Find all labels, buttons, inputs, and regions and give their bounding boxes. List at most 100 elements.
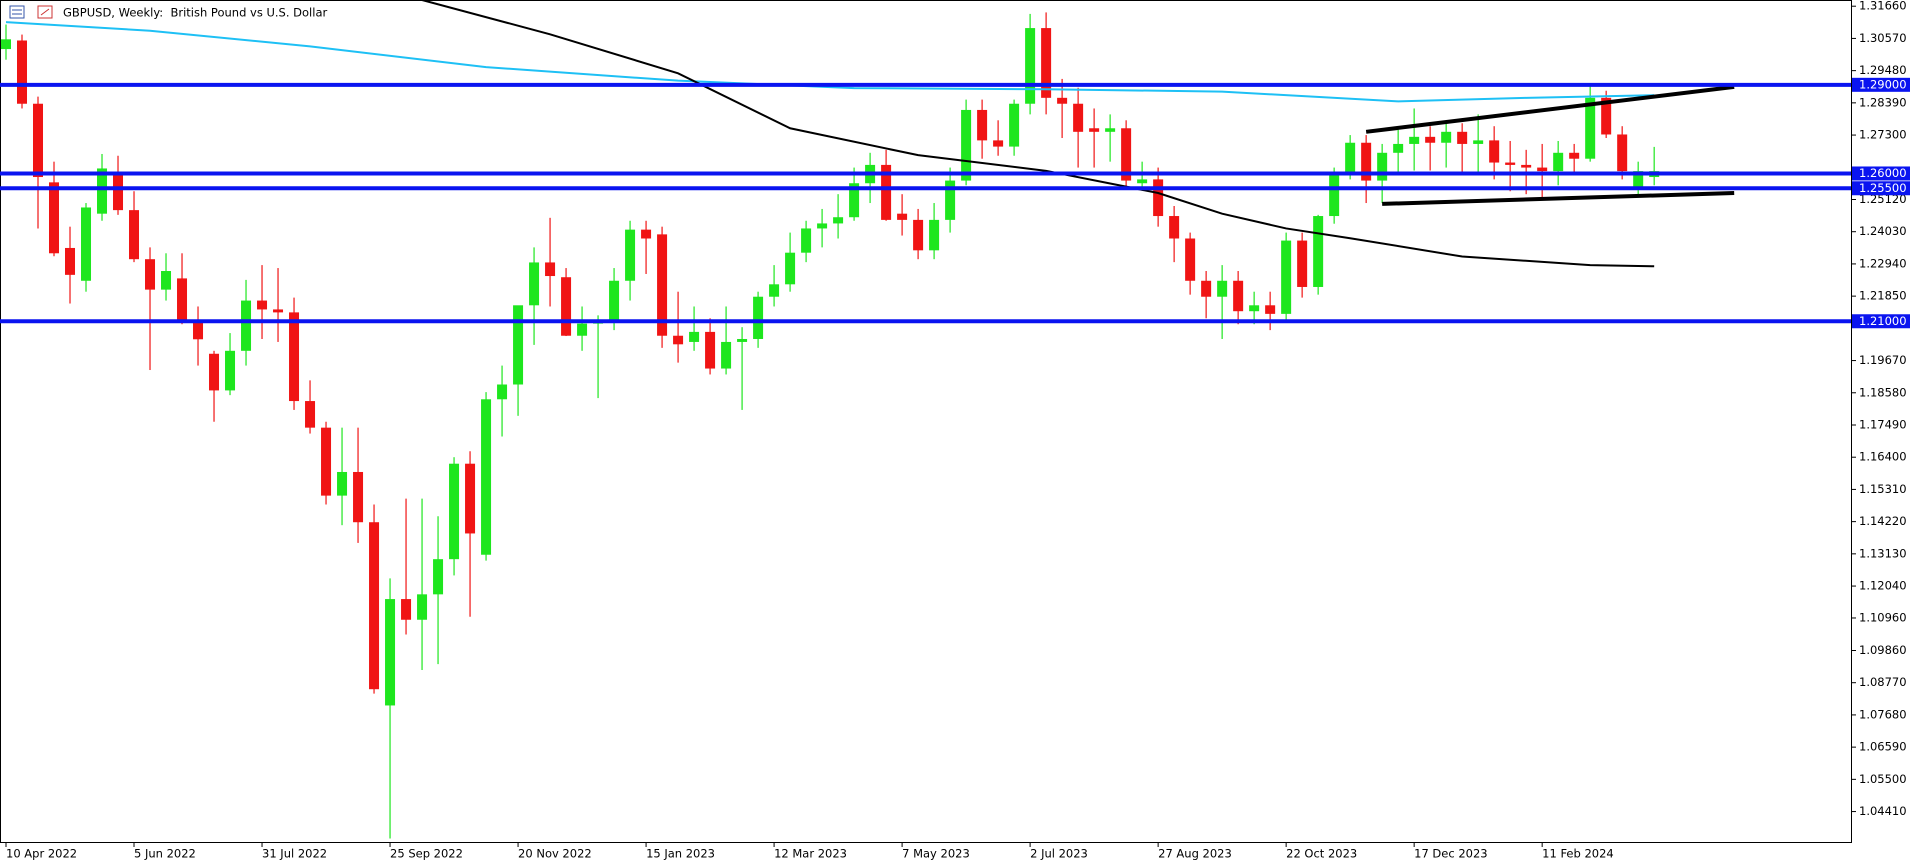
y-tick-label: 1.18580	[1859, 385, 1907, 399]
chart-title: GBPUSD, Weekly: British Pound vs U.S. Do…	[63, 6, 327, 20]
candle-body	[1025, 28, 1036, 104]
y-tick-label: 1.25120	[1859, 192, 1907, 206]
candle-body	[401, 599, 412, 620]
candle-body	[385, 599, 396, 706]
candle-body	[609, 280, 620, 322]
candle-body	[1121, 128, 1132, 181]
candle-body	[977, 109, 988, 141]
candle-body	[625, 229, 636, 281]
candle-body	[273, 309, 284, 313]
candle-body	[1105, 128, 1116, 132]
candle-body	[1345, 142, 1356, 174]
y-tick-label: 1.14220	[1859, 514, 1907, 528]
candle-body	[209, 353, 220, 391]
level-label: 1.25500	[1859, 181, 1907, 195]
candle-body	[1585, 97, 1596, 159]
candle-body	[881, 164, 892, 220]
y-tick-label: 1.21850	[1859, 289, 1907, 303]
level-label: 1.21000	[1859, 314, 1907, 328]
x-tick-label: 25 Sep 2022	[390, 847, 463, 861]
candle-body	[689, 331, 700, 342]
line-series	[421, 0, 1655, 268]
candle-body	[641, 229, 652, 239]
y-tick-label: 1.28390	[1859, 95, 1907, 109]
candle-body	[577, 323, 588, 336]
candle-body	[321, 427, 332, 496]
candle-body	[257, 300, 268, 310]
y-tick-label: 1.19670	[1859, 353, 1907, 367]
y-tick-label: 1.22940	[1859, 256, 1907, 270]
candle-body	[529, 262, 540, 306]
candle-body	[1537, 167, 1548, 172]
candle-body	[1489, 140, 1500, 163]
level-label-box	[1852, 181, 1910, 196]
candle-body	[369, 522, 380, 690]
candle-body	[657, 234, 668, 336]
candle-body	[513, 305, 524, 385]
candle-body	[929, 219, 940, 251]
candle-body	[1521, 164, 1532, 168]
candle-body	[769, 284, 780, 297]
x-tick-label: 7 May 2023	[902, 847, 970, 861]
level-label: 1.29000	[1859, 77, 1907, 91]
candle-body	[1073, 103, 1084, 132]
candle-body	[801, 228, 812, 253]
candle-body	[177, 278, 188, 320]
candle-body	[225, 350, 236, 391]
candle-body	[1505, 162, 1516, 165]
candle-body	[353, 471, 364, 523]
candle-body	[817, 223, 828, 229]
candle-body	[1, 39, 12, 50]
candle-body	[721, 341, 732, 369]
y-tick-label: 1.24030	[1859, 224, 1907, 238]
candle-body	[97, 168, 108, 214]
candle-body	[193, 319, 204, 340]
candle-body	[33, 103, 44, 178]
candle-body	[785, 252, 796, 285]
candle-body	[1233, 280, 1244, 312]
candle-body	[1473, 140, 1484, 144]
y-tick-label: 1.09860	[1859, 643, 1907, 657]
y-tick-label: 1.31660	[1859, 0, 1907, 13]
candle-body	[1569, 152, 1580, 159]
candle-body	[305, 401, 316, 428]
candle-body	[1265, 305, 1276, 314]
candle-body	[1633, 171, 1644, 190]
candle-body	[673, 335, 684, 345]
y-tick-label: 1.17490	[1859, 417, 1907, 431]
candle-body	[1089, 128, 1100, 132]
candle-body	[1553, 152, 1564, 172]
candle-body	[337, 471, 348, 496]
y-tick-label: 1.04410	[1859, 804, 1907, 818]
candle-body	[737, 338, 748, 342]
candle-body	[945, 180, 956, 220]
candle-body	[545, 262, 556, 277]
x-tick-label: 5 Jun 2022	[134, 847, 196, 861]
candle-body	[417, 594, 428, 620]
line-series	[1382, 190, 1735, 206]
level-label-box	[1852, 77, 1910, 92]
candle-body	[113, 174, 124, 211]
candle-body	[753, 296, 764, 339]
candle-body	[1441, 131, 1452, 143]
y-tick-label: 1.15310	[1859, 482, 1907, 496]
candle-body	[1329, 173, 1340, 217]
candle-body	[1601, 97, 1612, 135]
x-tick-label: 22 Oct 2023	[1286, 847, 1357, 861]
x-tick-label: 31 Jul 2022	[262, 847, 327, 861]
candle-body	[81, 207, 92, 281]
candle-body	[1361, 142, 1372, 181]
candle-body	[1297, 240, 1308, 287]
candle-body	[833, 217, 844, 224]
candle-body	[449, 463, 460, 560]
candle-body	[1249, 305, 1260, 312]
candle-body	[705, 331, 716, 369]
y-tick-label: 1.05500	[1859, 772, 1907, 786]
candle-body	[481, 399, 492, 555]
x-tick-label: 10 Apr 2022	[6, 847, 77, 861]
y-tick-label: 1.13130	[1859, 546, 1907, 560]
symbol-icon	[9, 5, 53, 19]
candle-body	[897, 213, 908, 220]
candle-body	[65, 247, 76, 275]
